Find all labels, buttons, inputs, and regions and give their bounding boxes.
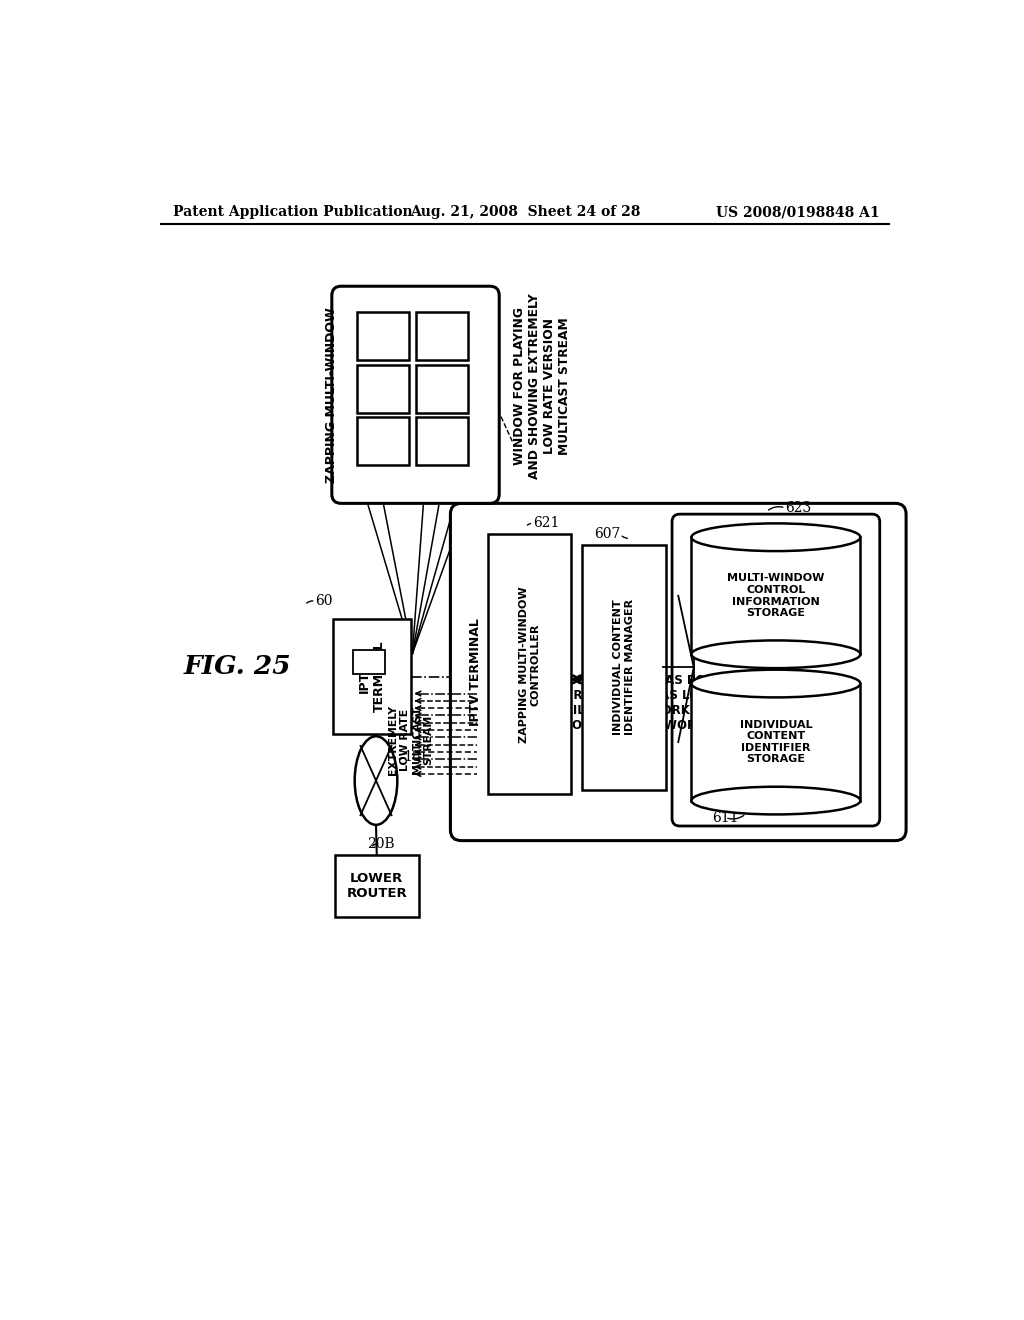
FancyBboxPatch shape: [356, 364, 410, 412]
FancyBboxPatch shape: [335, 855, 419, 917]
Text: ZAPPING MULTI-WINDOW: ZAPPING MULTI-WINDOW: [326, 308, 338, 483]
FancyBboxPatch shape: [451, 503, 906, 841]
Text: FIG. 25: FIG. 25: [183, 655, 292, 678]
Text: 20B: 20B: [367, 837, 394, 850]
FancyBboxPatch shape: [356, 417, 410, 465]
Text: INDIVIDUAL CONTENT
IDENTIFIER MANAGER: INDIVIDUAL CONTENT IDENTIFIER MANAGER: [613, 599, 635, 735]
Text: EXTREMELY
LOW RATE
MULTICAST
STREAM: EXTREMELY LOW RATE MULTICAST STREAM: [388, 705, 433, 775]
Ellipse shape: [354, 737, 397, 825]
Ellipse shape: [691, 523, 860, 552]
FancyBboxPatch shape: [352, 649, 385, 675]
Text: MULTI-WINDOW
CONTROL
INFORMATION
STORAGE: MULTI-WINDOW CONTROL INFORMATION STORAGE: [727, 573, 824, 618]
FancyBboxPatch shape: [416, 417, 468, 465]
Text: INDIVIDUAL
CONTENT
IDENTIFIER
STORAGE: INDIVIDUAL CONTENT IDENTIFIER STORAGE: [739, 719, 812, 764]
FancyBboxPatch shape: [487, 535, 571, 795]
Text: US 2008/0198848 A1: US 2008/0198848 A1: [716, 206, 880, 219]
Text: 611: 611: [712, 810, 738, 825]
FancyBboxPatch shape: [691, 684, 860, 800]
Text: Aug. 21, 2008  Sheet 24 of 28: Aug. 21, 2008 Sheet 24 of 28: [410, 206, 640, 219]
FancyBboxPatch shape: [672, 515, 880, 826]
Text: 623: 623: [785, 502, 812, 515]
Ellipse shape: [691, 669, 860, 697]
FancyBboxPatch shape: [334, 619, 411, 734]
FancyBboxPatch shape: [416, 364, 468, 412]
Text: 607: 607: [594, 527, 621, 541]
Text: WINDOW FOR PLAYING
AND SHOWING EXTREMELY
LOW RATE VERSION
MULTICAST STREAM: WINDOW FOR PLAYING AND SHOWING EXTREMELY…: [513, 293, 571, 479]
Text: 60: 60: [315, 594, 333, 609]
Text: 621: 621: [534, 516, 560, 531]
Text: 18: 18: [403, 751, 421, 764]
FancyBboxPatch shape: [691, 537, 860, 655]
Text: SESSIONS AS MANY AS POSSIBLE
TO BE REGISTERED AS LONG AS
IS AVAILABLE NETWORK
BA: SESSIONS AS MANY AS POSSIBLE TO BE REGIS…: [530, 675, 751, 733]
Text: ZAPPING MULTI-WINDOW
CONTROLLER: ZAPPING MULTI-WINDOW CONTROLLER: [518, 586, 541, 743]
Text: IPTV TERMINAL: IPTV TERMINAL: [469, 618, 481, 726]
Ellipse shape: [691, 640, 860, 668]
Ellipse shape: [691, 787, 860, 814]
FancyBboxPatch shape: [332, 286, 500, 503]
Text: LOWER
ROUTER: LOWER ROUTER: [346, 873, 408, 900]
FancyBboxPatch shape: [356, 313, 410, 360]
Text: Patent Application Publication: Patent Application Publication: [173, 206, 413, 219]
FancyBboxPatch shape: [583, 545, 666, 789]
Text: IPTV
TERMINAL: IPTV TERMINAL: [358, 640, 386, 713]
FancyBboxPatch shape: [416, 313, 468, 360]
